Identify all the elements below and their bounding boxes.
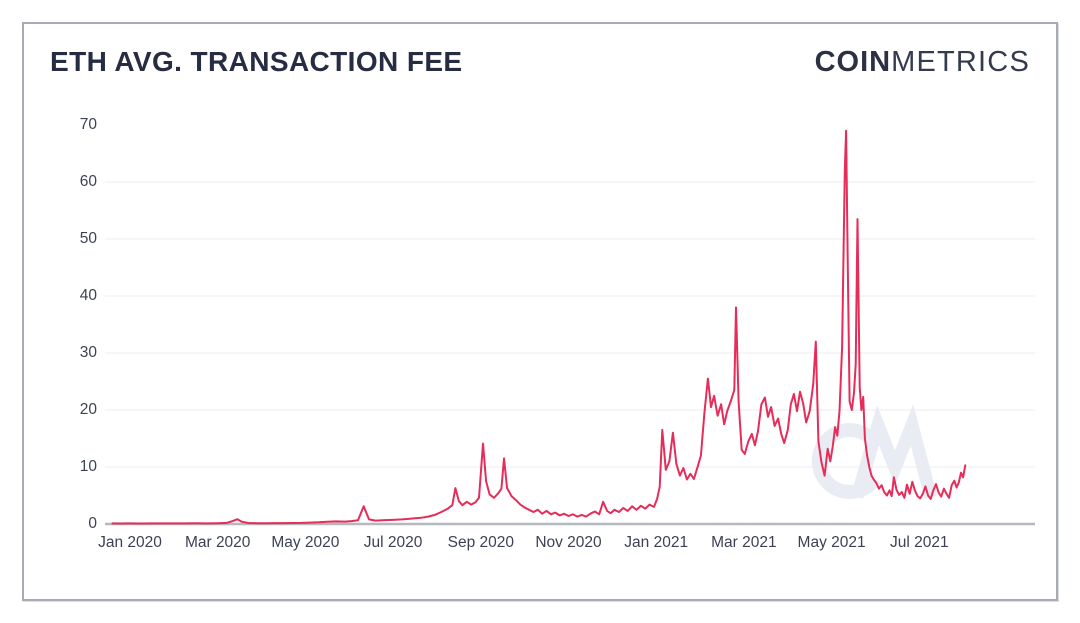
page-title: ETH AVG. TRANSACTION FEE xyxy=(50,46,463,77)
chart-card: 0 10 20 30 40 50 60 70 Jan 2020 Mar 2020 May 2020 J… xyxy=(22,22,1058,601)
x-tick-label: May 2020 xyxy=(271,534,340,551)
x-tick-label: Sep 2020 xyxy=(447,534,514,551)
y-tick-label: 10 xyxy=(79,458,97,475)
y-tick-label: 20 xyxy=(79,401,97,418)
x-tick-label: Jan 2021 xyxy=(624,534,689,551)
x-tick-label: Jul 2020 xyxy=(363,534,423,551)
y-tick-label: 70 xyxy=(79,116,97,133)
logo-text-metrics: METRICS xyxy=(891,46,1030,78)
y-tick-label: 30 xyxy=(79,344,97,361)
x-tick-label: Mar 2021 xyxy=(711,534,777,551)
x-tick-label: May 2021 xyxy=(797,534,866,551)
y-tick-label: 60 xyxy=(79,173,97,190)
x-tick-label: Nov 2020 xyxy=(535,534,602,551)
x-tick-label: Mar 2020 xyxy=(184,534,251,551)
fee-series-line xyxy=(111,129,967,525)
y-tick-label: 50 xyxy=(79,230,97,247)
chart-area: 0 10 20 30 40 50 60 70 Jan 2020 Mar 2020 May 2020 J… xyxy=(24,24,1056,599)
fee-line-chart xyxy=(105,129,1035,526)
x-tick-label: Jul 2021 xyxy=(889,534,949,551)
x-tick-label: Jan 2020 xyxy=(98,534,162,551)
cm-watermark-m xyxy=(850,404,938,499)
logo-text-coin: COIN xyxy=(814,46,892,78)
y-tick-label: 40 xyxy=(79,287,97,304)
y-tick-label: 0 xyxy=(88,515,97,532)
coinmetrics-logo: COINMETRICS xyxy=(815,46,1030,79)
